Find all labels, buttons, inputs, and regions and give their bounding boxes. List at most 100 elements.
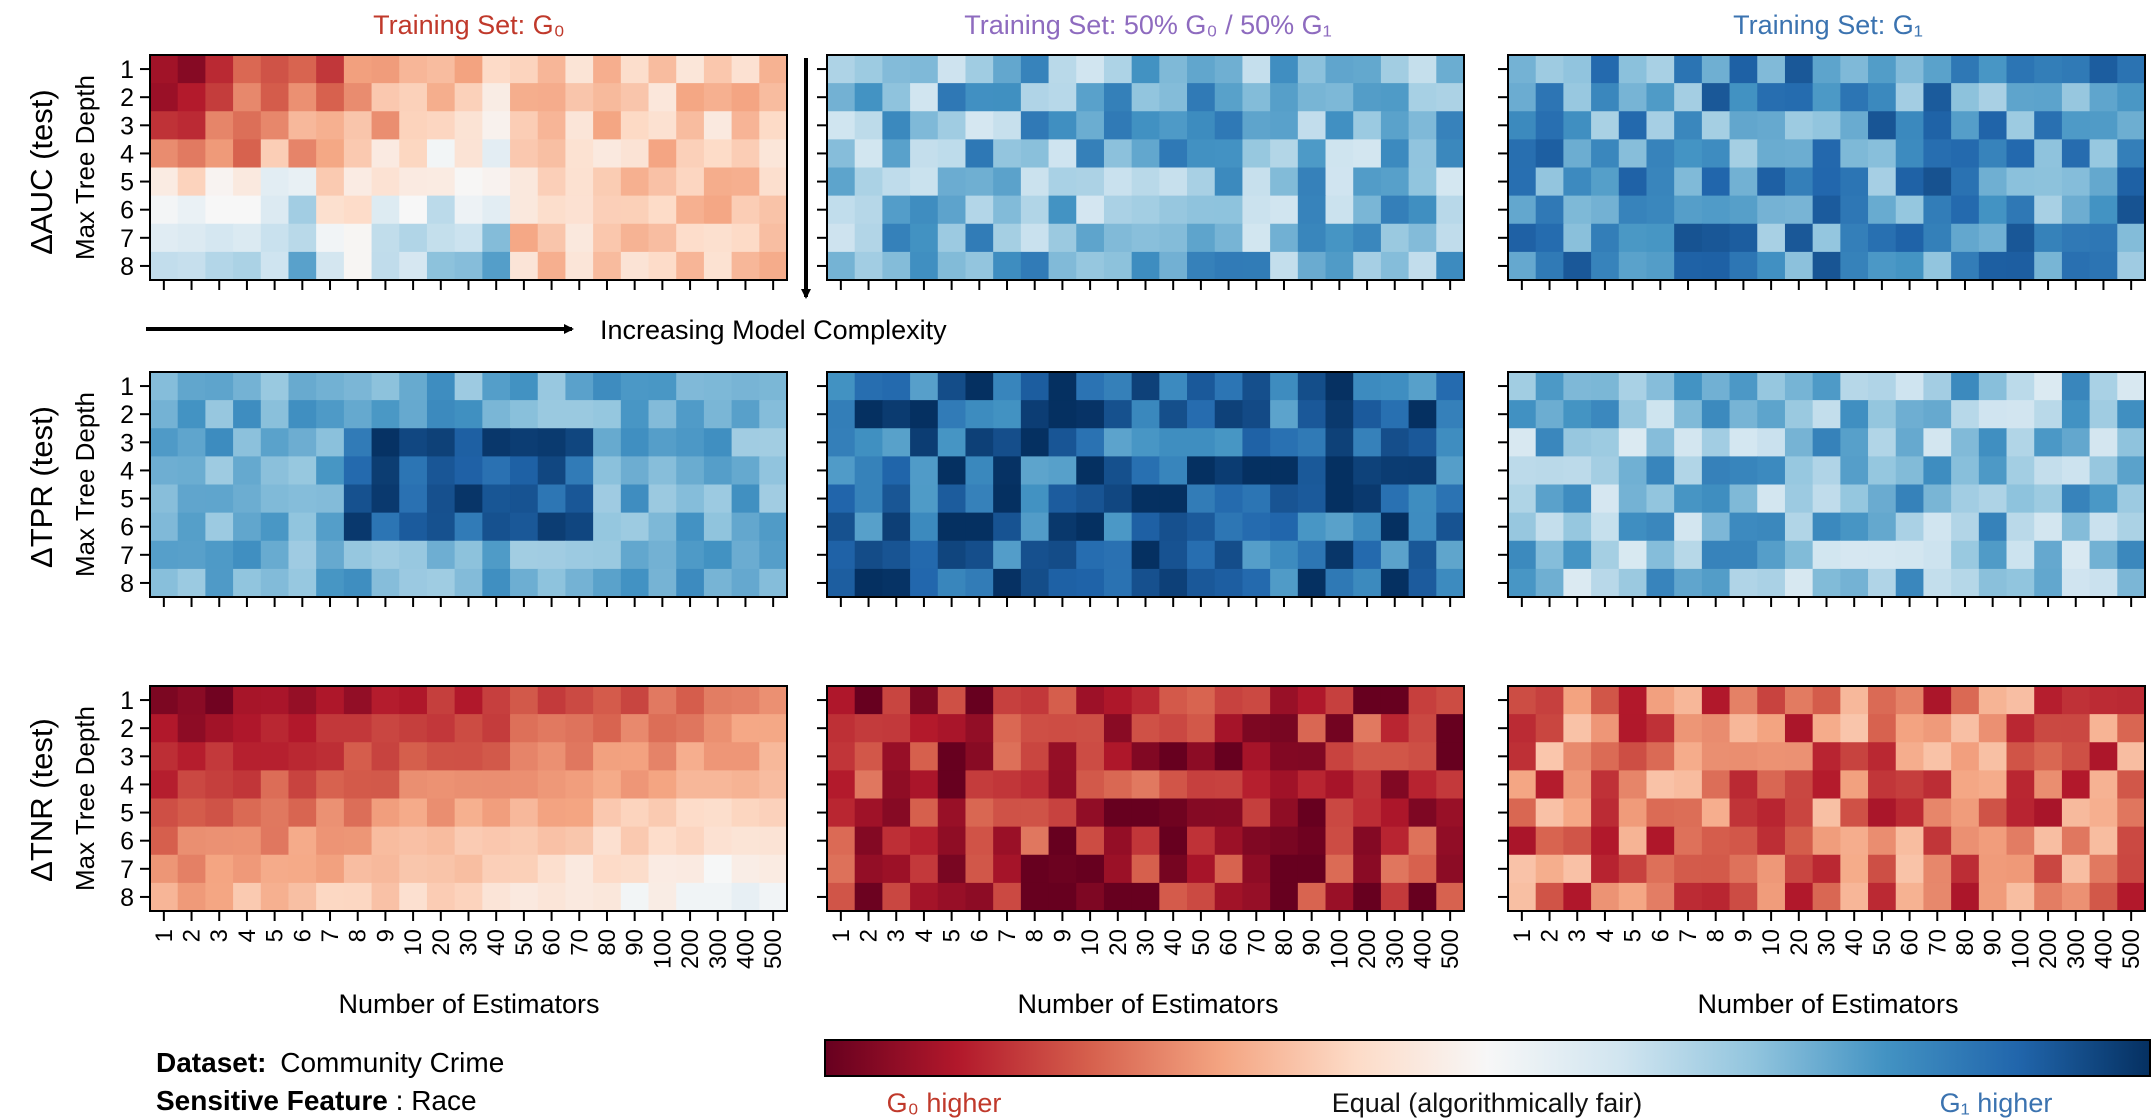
heatmap-cell	[1436, 223, 1465, 253]
heatmap-cell	[482, 55, 511, 84]
x-tick-label: 300	[2063, 929, 2090, 969]
heatmap-cell	[233, 540, 262, 570]
heatmap-cell	[205, 223, 234, 253]
heatmap-cell	[1187, 540, 1216, 570]
heatmap-cell	[1242, 854, 1271, 884]
heatmap-cell	[177, 400, 206, 429]
x-tick-label: 6	[1647, 929, 1674, 942]
heatmap-cell	[1591, 484, 1620, 514]
heatmap-cell	[1951, 456, 1980, 486]
heatmap-cell	[1408, 400, 1437, 429]
heatmap-cell	[854, 83, 883, 112]
heatmap-cell	[399, 540, 428, 570]
heatmap-cell	[1131, 512, 1160, 542]
heatmap-cell	[565, 742, 594, 771]
heatmap-cell	[1563, 251, 1592, 281]
heatmap-cell	[537, 223, 567, 253]
heatmap-cell	[426, 111, 456, 140]
heatmap-cell	[399, 512, 428, 542]
heatmap-cell	[565, 167, 594, 197]
heatmap-cell	[827, 540, 856, 570]
heatmap-cell	[454, 568, 483, 598]
heatmap-cell	[1757, 568, 1786, 598]
heatmap-cell	[1674, 83, 1703, 112]
heatmap-cell	[1408, 195, 1437, 225]
heatmap-panel-r3-c3: 1 2 3 4 5 6 7 8 9 10 20 30 40 50 60 70 80 90 100 200 300 400 5…	[1498, 685, 2146, 969]
heatmap-cell	[648, 55, 677, 84]
heatmap-cell	[1508, 167, 1537, 197]
heatmap-cell	[1535, 251, 1564, 281]
heatmap-cell	[2006, 167, 2035, 197]
heatmap-cell	[1270, 55, 1299, 84]
heatmap-cell	[2006, 456, 2035, 486]
heatmap-cell	[177, 826, 206, 856]
heatmap-cell	[1380, 400, 1410, 429]
heatmap-cell	[1076, 195, 1105, 225]
heatmap-cell	[1757, 540, 1786, 570]
heatmap-cell	[759, 714, 788, 743]
heatmap-cell	[1270, 223, 1299, 253]
x-tick-label: 7	[1675, 929, 1702, 942]
heatmap-cell	[1840, 568, 1869, 598]
heatmap-cell	[759, 111, 788, 140]
heatmap-cell	[937, 83, 967, 112]
heatmap-cell	[1591, 826, 1620, 856]
heatmap-cell	[510, 540, 539, 570]
x-tick-label: 40	[1841, 929, 1868, 956]
heatmap-cell	[343, 686, 373, 715]
heatmap-cell	[316, 540, 345, 570]
heatmap-cell	[1436, 854, 1465, 884]
heatmap-cell	[1646, 223, 1675, 253]
heatmap-cell	[1508, 512, 1537, 542]
heatmap-cell	[993, 770, 1022, 800]
heatmap-cell	[731, 428, 760, 457]
heatmap-cell	[1353, 882, 1382, 912]
colorbar-left-label: G₀ higher	[887, 1088, 1002, 1118]
heatmap-cell	[371, 83, 400, 112]
heatmap-cell	[2034, 456, 2063, 486]
heatmap-cell	[565, 55, 594, 84]
x-tick-label: 90	[622, 929, 649, 956]
heatmap-cell	[1757, 484, 1786, 514]
heatmap-cell	[1076, 139, 1105, 169]
heatmap-cell	[937, 714, 967, 743]
heatmap-cell	[1646, 568, 1675, 598]
heatmap-cell	[454, 372, 483, 401]
column-title-g1: Training Set: G₁	[1733, 10, 1923, 40]
heatmap-cell	[150, 139, 179, 169]
heatmap-cell	[1242, 882, 1271, 912]
heatmap-cell	[399, 686, 428, 715]
heatmap-cell	[205, 540, 234, 570]
heatmap-cell	[965, 83, 994, 112]
x-tick-label: 9	[1730, 929, 1757, 942]
heatmap-cell	[454, 742, 483, 771]
heatmap-cell	[910, 456, 939, 486]
heatmap-cell	[2006, 714, 2035, 743]
heatmap-cell	[260, 195, 290, 225]
heatmap-cell	[1563, 139, 1592, 169]
heatmap-cell	[1214, 882, 1244, 912]
heatmap-cell	[1812, 714, 1841, 743]
heatmap-cell	[177, 55, 206, 84]
heatmap-cell	[537, 854, 567, 884]
heatmap-cell	[316, 223, 345, 253]
heatmap-cell	[620, 139, 650, 169]
heatmap-cell	[150, 83, 179, 112]
x-tick-label: 5	[262, 929, 289, 942]
x-tick-label: 20	[1786, 929, 1813, 956]
heatmap-cell	[1408, 854, 1437, 884]
heatmap-cell	[426, 714, 456, 743]
heatmap-cell	[1784, 167, 1814, 197]
heatmap-cell	[205, 484, 234, 514]
heatmap-cell	[2034, 540, 2063, 570]
heatmap-cell	[288, 770, 317, 800]
heatmap-cell	[731, 251, 760, 281]
heatmap-cell	[1242, 742, 1271, 771]
heatmap-cell	[676, 826, 705, 856]
heatmap-cell	[1020, 882, 1050, 912]
x-tick-label: 7	[317, 929, 344, 942]
heatmap-cell	[537, 195, 567, 225]
heatmap-cell	[2117, 55, 2146, 84]
heatmap-cell	[1895, 714, 1925, 743]
heatmap-cell	[1674, 223, 1703, 253]
